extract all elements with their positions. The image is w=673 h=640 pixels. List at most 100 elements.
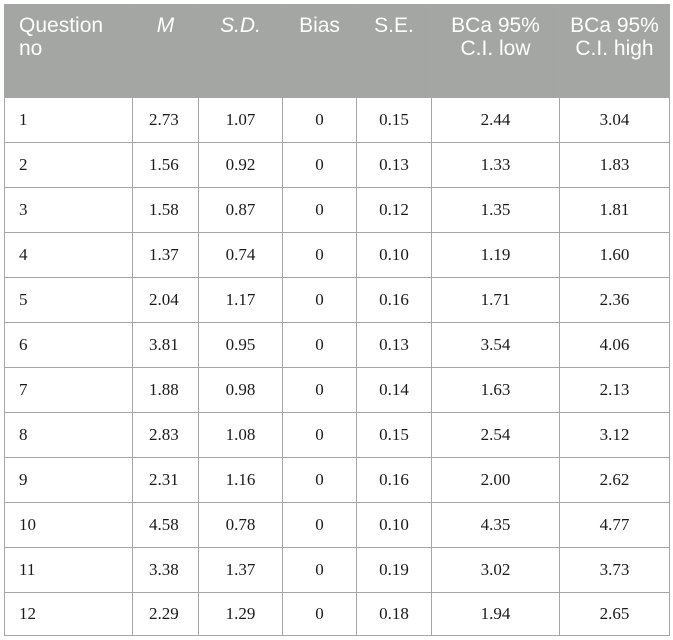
cell-ci-low: 2.54 [431,412,560,458]
cell-bias: 0 [282,97,357,143]
cell-ci-low: 4.35 [431,502,560,548]
cell-mean: 2.83 [132,412,199,458]
cell-sd: 0.78 [198,502,283,548]
cell-bias: 0 [282,412,357,458]
cell-ci-low: 1.71 [431,277,560,323]
cell-ci-low: 1.19 [431,232,560,278]
cell-sd: 0.98 [198,367,283,413]
cell-ci-high: 1.83 [559,142,670,188]
cell-ci-low: 1.33 [431,142,560,188]
header-row: Question no M S.D. Bias S.E. BCa 95% C.I… [4,4,670,98]
cell-se: 0.15 [356,412,432,458]
cell-question-no: 7 [4,367,133,413]
cell-question-no: 10 [4,502,133,548]
cell-bias: 0 [282,547,357,593]
header-se: S.E. [356,4,432,98]
header-mean: M [132,4,199,98]
cell-ci-high: 4.06 [559,322,670,368]
cell-mean: 1.88 [132,367,199,413]
cell-question-no: 9 [4,457,133,503]
table-row: 12 2.29 1.29 0 0.18 1.94 2.65 [4,592,670,636]
cell-ci-low: 2.00 [431,457,560,503]
cell-se: 0.14 [356,367,432,413]
table-row: 5 2.04 1.17 0 0.16 1.71 2.36 [4,277,670,323]
cell-bias: 0 [282,592,357,636]
cell-se: 0.10 [356,232,432,278]
cell-sd: 0.74 [198,232,283,278]
cell-mean: 2.04 [132,277,199,323]
header-bias: Bias [282,4,357,98]
cell-se: 0.19 [356,547,432,593]
cell-se: 0.10 [356,502,432,548]
cell-ci-high: 2.65 [559,592,670,636]
cell-question-no: 8 [4,412,133,458]
cell-sd: 0.92 [198,142,283,188]
cell-se: 0.12 [356,187,432,233]
cell-question-no: 5 [4,277,133,323]
table-header: Question no M S.D. Bias S.E. BCa 95% C.I… [4,4,670,98]
cell-sd: 1.08 [198,412,283,458]
cell-question-no: 11 [4,547,133,593]
cell-bias: 0 [282,322,357,368]
cell-ci-high: 3.12 [559,412,670,458]
cell-bias: 0 [282,277,357,323]
header-question-no: Question no [4,4,133,98]
cell-mean: 1.58 [132,187,199,233]
header-ci-low: BCa 95% C.I. low [431,4,560,98]
cell-question-no: 4 [4,232,133,278]
cell-se: 0.13 [356,322,432,368]
table-row: 4 1.37 0.74 0 0.10 1.19 1.60 [4,232,670,278]
cell-se: 0.15 [356,97,432,143]
cell-bias: 0 [282,142,357,188]
cell-sd: 0.95 [198,322,283,368]
cell-question-no: 12 [4,592,133,636]
cell-ci-low: 3.02 [431,547,560,593]
cell-sd: 1.29 [198,592,283,636]
table-row: 7 1.88 0.98 0 0.14 1.63 2.13 [4,367,670,413]
cell-mean: 3.81 [132,322,199,368]
cell-mean: 1.37 [132,232,199,278]
cell-ci-high: 2.36 [559,277,670,323]
header-sd: S.D. [198,4,283,98]
cell-sd: 1.17 [198,277,283,323]
cell-bias: 0 [282,367,357,413]
cell-bias: 0 [282,187,357,233]
cell-ci-low: 1.35 [431,187,560,233]
cell-mean: 1.56 [132,142,199,188]
cell-ci-low: 2.44 [431,97,560,143]
cell-question-no: 3 [4,187,133,233]
table-row: 2 1.56 0.92 0 0.13 1.33 1.83 [4,142,670,188]
cell-se: 0.18 [356,592,432,636]
cell-ci-high: 1.60 [559,232,670,278]
cell-bias: 0 [282,502,357,548]
table-row: 1 2.73 1.07 0 0.15 2.44 3.04 [4,97,670,143]
cell-ci-high: 1.81 [559,187,670,233]
cell-bias: 0 [282,232,357,278]
cell-se: 0.13 [356,142,432,188]
cell-ci-high: 3.04 [559,97,670,143]
table-row: 11 3.38 1.37 0 0.19 3.02 3.73 [4,547,670,593]
table-row: 3 1.58 0.87 0 0.12 1.35 1.81 [4,187,670,233]
cell-sd: 1.16 [198,457,283,503]
cell-se: 0.16 [356,457,432,503]
cell-question-no: 1 [4,97,133,143]
cell-ci-high: 4.77 [559,502,670,548]
table-row: 10 4.58 0.78 0 0.10 4.35 4.77 [4,502,670,548]
table-body: 1 2.73 1.07 0 0.15 2.44 3.04 2 1.56 0.92 0 0.13 1.33… [4,97,670,636]
table-row: 8 2.83 1.08 0 0.15 2.54 3.12 [4,412,670,458]
statistics-table: Question no M S.D. Bias S.E. BCa 95% C.I… [4,4,670,636]
cell-bias: 0 [282,457,357,503]
cell-ci-high: 3.73 [559,547,670,593]
cell-mean: 2.29 [132,592,199,636]
cell-sd: 1.07 [198,97,283,143]
cell-ci-low: 1.94 [431,592,560,636]
cell-ci-low: 3.54 [431,322,560,368]
cell-ci-low: 1.63 [431,367,560,413]
cell-question-no: 6 [4,322,133,368]
header-ci-high: BCa 95% C.I. high [559,4,670,98]
cell-mean: 2.31 [132,457,199,503]
cell-ci-high: 2.62 [559,457,670,503]
table-row: 6 3.81 0.95 0 0.13 3.54 4.06 [4,322,670,368]
cell-question-no: 2 [4,142,133,188]
cell-mean: 3.38 [132,547,199,593]
